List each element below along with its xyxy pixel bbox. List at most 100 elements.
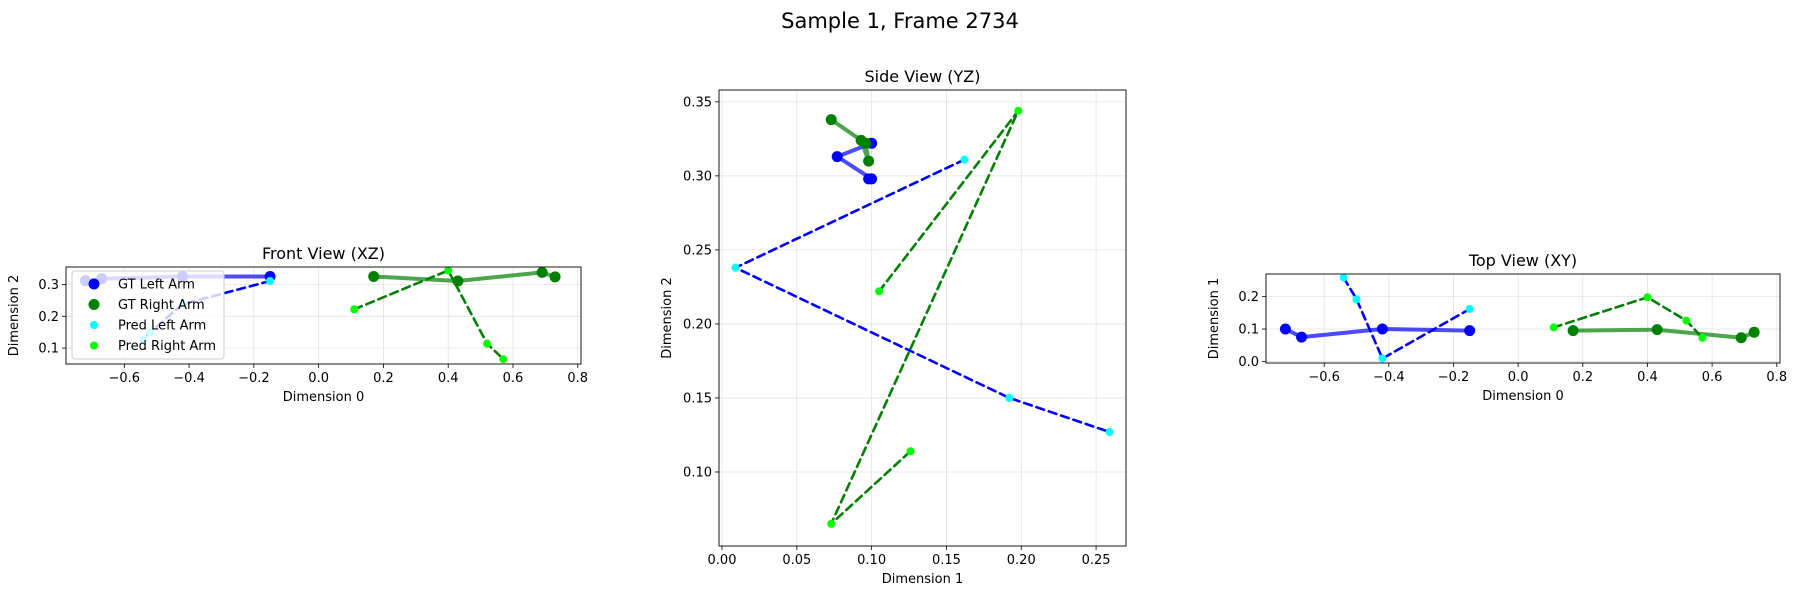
x-tick-label: 0.00 bbox=[708, 553, 737, 568]
y-axis-label: Dimension 2 bbox=[660, 277, 675, 359]
legend-marker bbox=[90, 321, 98, 329]
x-tick-label: 0.10 bbox=[857, 553, 886, 568]
x-tick-label: 0.2 bbox=[1572, 370, 1593, 385]
series-line-pred-right bbox=[829, 109, 1020, 526]
series-line-gt-right bbox=[829, 117, 871, 164]
point-pred-right bbox=[499, 355, 508, 364]
point-pred-right bbox=[1643, 293, 1652, 302]
point-pred-left bbox=[1005, 393, 1014, 402]
subplot-2: Side View (YZ) 0.00 0.05 0.10 0.15 0.20 0.25 0.… bbox=[660, 67, 1127, 587]
x-axis-label: Dimension 0 bbox=[1482, 389, 1564, 404]
legend-entry: GT Right Arm bbox=[118, 298, 205, 313]
legend-entry: Pred Left Arm bbox=[118, 319, 206, 334]
y-tick-label: 0.1 bbox=[38, 342, 59, 357]
figure-title: Sample 1, Frame 2734 bbox=[781, 9, 1019, 33]
x-tick-label: −0.2 bbox=[238, 371, 270, 386]
y-tick-label: 0.2 bbox=[1238, 290, 1259, 305]
x-axis-label: Dimension 1 bbox=[882, 572, 964, 587]
x-tick-label: 0.4 bbox=[1637, 370, 1658, 385]
legend-box bbox=[71, 270, 225, 360]
x-tick-label: 0.0 bbox=[308, 371, 329, 386]
point-gt-left bbox=[1279, 323, 1291, 335]
point-gt-right bbox=[825, 114, 837, 126]
subplot-1: Front View (XZ) −0.6 −0.4 −0.2 0.0 0.2 0.4 0.6 0… bbox=[7, 244, 588, 405]
point-pred-left bbox=[960, 155, 969, 164]
legend: GT Left Arm GT Right Arm Pred Left Arm Pred… bbox=[71, 270, 225, 360]
x-tick-label: 0.8 bbox=[567, 371, 588, 386]
y-axis-label: Dimension 2 bbox=[7, 275, 22, 357]
y-tick-label: 0.0 bbox=[1238, 355, 1259, 370]
series-line-gt-left bbox=[1283, 327, 1472, 340]
legend-marker bbox=[90, 341, 98, 350]
x-tick-label: 0.2 bbox=[373, 371, 394, 386]
y-tick-label: 0.1 bbox=[1238, 323, 1259, 338]
y-tick-label: 0.30 bbox=[683, 169, 712, 184]
point-gt-right bbox=[452, 275, 464, 287]
subplot-3: Top View (XY) −0.6 −0.4 −0.2 0.0 0.2 0.4 0.6 0.8… bbox=[1207, 251, 1787, 404]
point-gt-right bbox=[1748, 326, 1760, 338]
series-line-pred-right bbox=[352, 269, 505, 361]
y-tick-label: 0.2 bbox=[38, 310, 59, 325]
legend-entry: Pred Right Arm bbox=[118, 339, 216, 354]
y-tick-label: 0.35 bbox=[683, 95, 712, 110]
x-tick-label: 0.0 bbox=[1508, 370, 1529, 385]
point-pred-right bbox=[906, 447, 915, 456]
point-pred-left bbox=[266, 276, 275, 285]
y-tick-label: 0.20 bbox=[683, 317, 712, 332]
axes-frame bbox=[718, 89, 1127, 547]
subplot-title: Front View (XZ) bbox=[262, 244, 385, 263]
legend-entry: GT Left Arm bbox=[118, 278, 195, 293]
point-gt-right bbox=[860, 137, 872, 149]
x-tick-label: −0.2 bbox=[1438, 370, 1470, 385]
series-line-pred-left bbox=[734, 158, 1111, 434]
point-gt-right bbox=[368, 271, 380, 283]
x-tick-label: −0.6 bbox=[109, 371, 141, 386]
x-tick-label: −0.4 bbox=[173, 371, 205, 386]
point-gt-right bbox=[1651, 324, 1663, 336]
series-line-pred-left bbox=[1342, 276, 1471, 360]
series-line-pred-right bbox=[1552, 295, 1704, 340]
point-pred-left bbox=[1352, 295, 1361, 304]
point-gt-right bbox=[1567, 325, 1579, 337]
point-pred-right bbox=[1014, 106, 1023, 115]
plot-data bbox=[1279, 274, 1760, 363]
x-tick-label: 0.8 bbox=[1766, 370, 1787, 385]
x-tick-label: 0.05 bbox=[782, 553, 811, 568]
y-axis-label: Dimension 1 bbox=[1207, 278, 1222, 360]
point-pred-right bbox=[483, 339, 492, 348]
point-gt-left bbox=[1376, 323, 1388, 335]
point-pred-right bbox=[875, 287, 884, 296]
point-gt-right bbox=[1735, 332, 1747, 344]
point-gt-right bbox=[863, 155, 875, 167]
point-pred-left bbox=[1105, 428, 1114, 436]
point-gt-left bbox=[1296, 331, 1308, 343]
axes-frame bbox=[65, 266, 582, 365]
plot-data bbox=[731, 106, 1114, 528]
point-pred-left bbox=[731, 263, 740, 272]
point-pred-right bbox=[1682, 316, 1691, 325]
point-pred-right bbox=[1549, 323, 1558, 332]
axes-frame bbox=[1265, 273, 1781, 364]
y-tick-label: 0.15 bbox=[683, 391, 712, 406]
point-pred-left bbox=[1339, 274, 1348, 282]
point-pred-left bbox=[1378, 354, 1387, 363]
x-tick-label: 0.6 bbox=[503, 371, 524, 386]
subplot-title: Top View (XY) bbox=[1468, 251, 1577, 270]
y-tick-label: 0.25 bbox=[683, 243, 712, 258]
y-tick-label: 0.10 bbox=[683, 465, 712, 480]
subplots: Front View (XZ) −0.6 −0.4 −0.2 0.0 0.2 0.4 0.6 0… bbox=[7, 67, 1787, 587]
legend-marker bbox=[88, 278, 100, 290]
point-gt-left bbox=[831, 151, 843, 163]
point-pred-left bbox=[1465, 304, 1474, 313]
point-pred-right bbox=[1698, 333, 1707, 342]
x-tick-label: 0.20 bbox=[1007, 553, 1036, 568]
y-tick-label: 0.3 bbox=[38, 278, 59, 293]
point-gt-right bbox=[549, 271, 561, 283]
legend-marker bbox=[88, 299, 100, 310]
point-pred-right bbox=[350, 305, 359, 314]
point-gt-left bbox=[863, 173, 875, 185]
point-gt-left bbox=[1464, 325, 1476, 337]
series-line-gt-right bbox=[371, 270, 558, 283]
subplot-title: Side View (YZ) bbox=[865, 67, 981, 86]
